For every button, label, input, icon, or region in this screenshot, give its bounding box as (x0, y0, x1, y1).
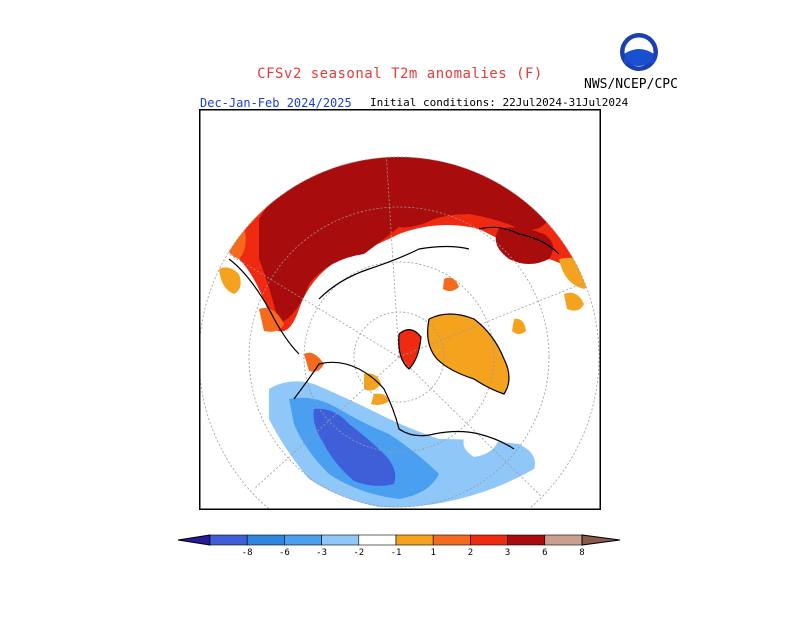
colorbar-left-arrow (177, 534, 211, 546)
colorbar-right-arrow (581, 534, 621, 546)
colorbar-tick-label: 3 (505, 548, 510, 558)
strong-cold-region (313, 408, 396, 486)
colorbar-tick-label: -2 (353, 548, 364, 558)
color-scale-bar: -8 -6 -3 -2 -1 1 2 3 6 8 (177, 534, 621, 558)
agency-label: NWS/NCEP/CPC (584, 77, 678, 92)
colorbar-tick-label: 1 (430, 548, 435, 558)
colorbar-swatch (321, 534, 360, 546)
colorbar-swatch (284, 534, 322, 546)
colorbar-swatch (246, 534, 285, 546)
greenland-warm-region (427, 314, 509, 394)
colorbar-tick-label: -6 (279, 548, 290, 558)
colorbar-swatch (432, 534, 471, 546)
polar-map (199, 109, 601, 510)
colorbar-swatch (470, 534, 508, 546)
map-title: CFSv2 seasonal T2m anomalies (F) (257, 66, 543, 82)
colorbar-tick-label: 2 (468, 548, 473, 558)
initial-conditions-label: Initial conditions: 22Jul2024-31Jul2024 (370, 96, 629, 109)
colorbar-swatch (358, 534, 397, 546)
colorbar-tick-label: -8 (242, 548, 253, 558)
colorbar-tick-label: 8 (579, 548, 584, 558)
noaa-logo-icon (620, 33, 658, 71)
colorbar-tick-label: 6 (542, 548, 547, 558)
colorbar-swatch (507, 534, 546, 546)
colorbar-swatch (544, 534, 583, 546)
colorbar-swatch (395, 534, 434, 546)
colorbar-swatch (209, 534, 248, 546)
colorbar-tick-label: -3 (316, 548, 327, 558)
season-label: Dec-Jan-Feb 2024/2025 (200, 96, 352, 110)
colorbar-tick-label: -1 (391, 548, 402, 558)
